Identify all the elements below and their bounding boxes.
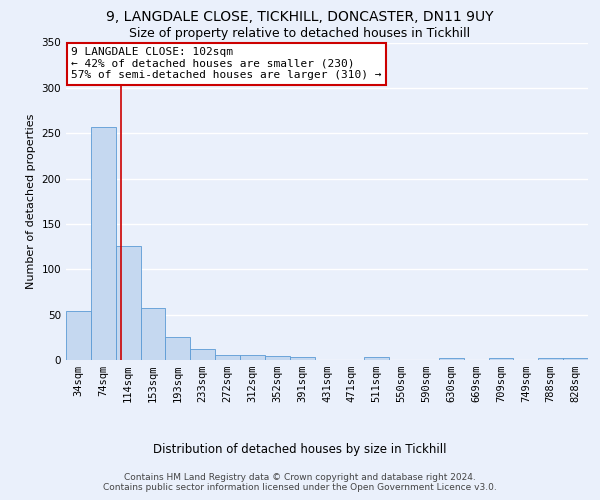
Bar xyxy=(488,358,514,360)
Bar xyxy=(215,356,240,360)
Text: Distribution of detached houses by size in Tickhill: Distribution of detached houses by size … xyxy=(153,442,447,456)
Bar xyxy=(364,358,389,360)
Bar xyxy=(538,358,563,360)
Bar xyxy=(290,358,314,360)
Bar xyxy=(190,349,215,360)
Bar xyxy=(91,127,116,360)
Bar xyxy=(116,246,140,360)
Bar xyxy=(265,356,290,360)
Bar xyxy=(563,358,588,360)
Bar xyxy=(240,356,265,360)
Text: Size of property relative to detached houses in Tickhill: Size of property relative to detached ho… xyxy=(130,28,470,40)
Text: 9 LANGDALE CLOSE: 102sqm
← 42% of detached houses are smaller (230)
57% of semi-: 9 LANGDALE CLOSE: 102sqm ← 42% of detach… xyxy=(71,48,382,80)
Bar xyxy=(439,358,464,360)
Bar xyxy=(166,338,190,360)
Bar xyxy=(140,308,166,360)
Y-axis label: Number of detached properties: Number of detached properties xyxy=(26,114,36,289)
Bar xyxy=(66,311,91,360)
Text: Contains HM Land Registry data © Crown copyright and database right 2024.
Contai: Contains HM Land Registry data © Crown c… xyxy=(103,472,497,492)
Text: 9, LANGDALE CLOSE, TICKHILL, DONCASTER, DN11 9UY: 9, LANGDALE CLOSE, TICKHILL, DONCASTER, … xyxy=(106,10,494,24)
